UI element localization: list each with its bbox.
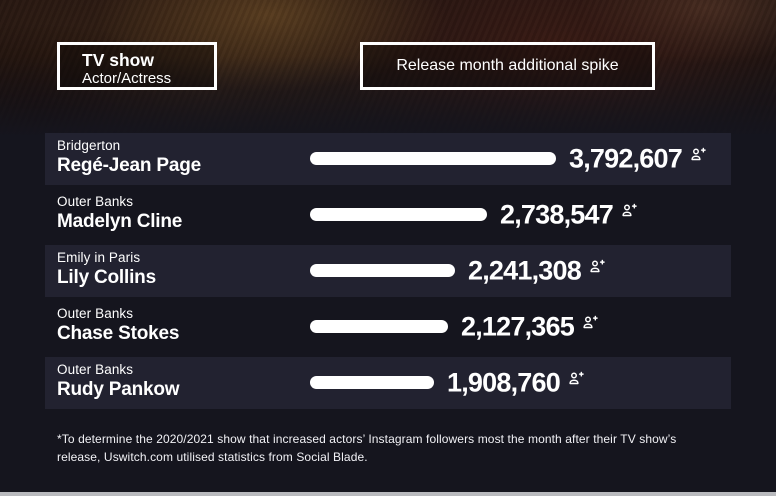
- show-name: Bridgerton: [57, 138, 121, 153]
- show-name: Outer Banks: [57, 194, 134, 209]
- header-photo: [0, 0, 776, 140]
- footnote: *To determine the 2020/2021 show that in…: [57, 432, 677, 464]
- row-names: Outer Banks Chase Stokes: [57, 305, 179, 345]
- chart-row: Outer Banks Madelyn Cline 2,738,547: [45, 189, 731, 241]
- chart-row: Outer Banks Rudy Pankow 1,908,760: [45, 357, 731, 409]
- person-add-icon: [690, 147, 706, 168]
- show-name: Outer Banks: [57, 362, 134, 377]
- value-label: 2,738,547: [500, 199, 614, 230]
- actor-name: Madelyn Cline: [57, 211, 183, 232]
- actor-name: Lily Collins: [57, 267, 156, 288]
- chart-row: Outer Banks Chase Stokes 2,127,365: [45, 301, 731, 353]
- value-label: 2,127,365: [461, 311, 575, 342]
- actor-name: Rudy Pankow: [57, 379, 180, 400]
- value-group: 2,241,308: [468, 255, 605, 286]
- value-bar: [310, 376, 434, 389]
- actor-name: Chase Stokes: [57, 323, 180, 344]
- legend-box-actor: TV show Actor/Actress: [57, 42, 217, 90]
- show-name: Outer Banks: [57, 306, 134, 321]
- value-group: 2,127,365: [461, 311, 598, 342]
- value-label: 2,241,308: [468, 255, 582, 286]
- chart-row: Emily in Paris Lily Collins 2,241,308: [45, 245, 731, 297]
- row-names: Bridgerton Regé-Jean Page: [57, 137, 201, 177]
- person-add-icon: [621, 203, 637, 224]
- show-name: Emily in Paris: [57, 250, 141, 265]
- value-bar: [310, 264, 455, 277]
- actor-name: Regé-Jean Page: [57, 155, 201, 176]
- value-bar: [310, 320, 448, 333]
- value-group: 2,738,547: [500, 199, 637, 230]
- person-add-icon: [582, 315, 598, 336]
- legend-actor-label: Actor/Actress: [82, 70, 172, 87]
- person-add-icon: [589, 259, 605, 280]
- legend-box-spike: Release month additional spike: [360, 42, 655, 90]
- value-label: 1,908,760: [447, 367, 561, 398]
- row-names: Outer Banks Rudy Pankow: [57, 361, 180, 401]
- bottom-edge-strip: [0, 492, 776, 496]
- value-bar: [310, 152, 556, 165]
- value-group: 1,908,760: [447, 367, 584, 398]
- row-names: Outer Banks Madelyn Cline: [57, 193, 182, 233]
- value-label: 3,792,607: [569, 143, 683, 174]
- person-add-icon: [568, 371, 584, 392]
- legend-tv-show-label: TV show: [82, 50, 154, 70]
- bar-chart: Bridgerton Regé-Jean Page 3,792,607 Ou: [0, 133, 776, 413]
- row-names: Emily in Paris Lily Collins: [57, 249, 156, 289]
- value-group: 3,792,607: [569, 143, 706, 174]
- legend-spike-label: Release month additional spike: [396, 57, 619, 74]
- chart-row: Bridgerton Regé-Jean Page 3,792,607: [45, 133, 731, 185]
- value-bar: [310, 208, 487, 221]
